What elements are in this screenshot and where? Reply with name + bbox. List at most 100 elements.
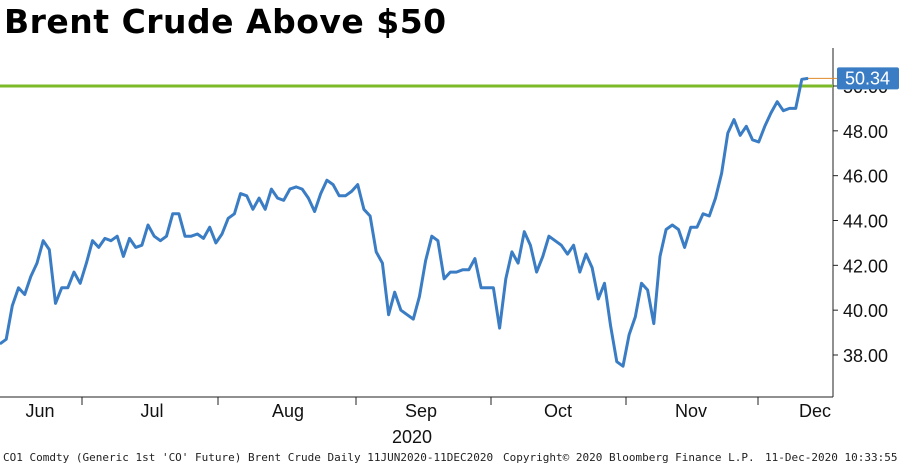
data-point bbox=[381, 262, 384, 264]
data-point bbox=[171, 213, 174, 215]
data-points bbox=[0, 77, 809, 368]
data-point bbox=[122, 255, 125, 258]
data-point bbox=[751, 139, 754, 141]
data-point bbox=[295, 186, 297, 188]
last-value-badge: 50.34 bbox=[837, 67, 899, 90]
data-point bbox=[745, 125, 748, 128]
data-point bbox=[443, 278, 445, 280]
footer: CO1 Comdty (Generic 1st 'CO' Future) Bre… bbox=[0, 449, 903, 466]
data-point bbox=[665, 228, 667, 231]
axes bbox=[0, 48, 834, 398]
data-point bbox=[702, 213, 704, 215]
data-point bbox=[449, 271, 452, 273]
data-point bbox=[585, 253, 587, 255]
data-point bbox=[634, 316, 637, 318]
last-value-badge-box bbox=[837, 67, 899, 90]
data-point bbox=[184, 235, 186, 237]
data-point bbox=[245, 195, 248, 197]
data-point bbox=[91, 239, 94, 242]
data-point bbox=[474, 257, 476, 260]
data-point bbox=[313, 210, 316, 213]
data-point bbox=[30, 275, 32, 278]
footer-source: CO1 Comdty (Generic 1st 'CO' Future) Bre… bbox=[3, 451, 494, 464]
data-point bbox=[523, 230, 526, 233]
data-point bbox=[196, 233, 199, 235]
data-point bbox=[116, 235, 118, 237]
x-tick-label: Dec bbox=[799, 401, 831, 421]
data-point bbox=[326, 179, 328, 181]
data-point bbox=[579, 271, 581, 273]
data-point bbox=[591, 266, 593, 269]
data-point bbox=[319, 192, 322, 195]
x-tick-label: Oct bbox=[544, 401, 572, 421]
data-point bbox=[60, 287, 63, 289]
data-point bbox=[165, 235, 168, 237]
data-point bbox=[178, 213, 180, 215]
x-tick-label: Sep bbox=[405, 401, 437, 421]
y-tick-label: 46.00 bbox=[843, 167, 888, 187]
data-point bbox=[282, 199, 285, 202]
data-point bbox=[653, 322, 655, 325]
data-point bbox=[48, 248, 51, 251]
data-point bbox=[437, 239, 439, 242]
data-point bbox=[622, 365, 624, 368]
data-point bbox=[646, 289, 649, 291]
data-point bbox=[258, 197, 260, 199]
data-point bbox=[659, 255, 661, 258]
y-tick-label: 40.00 bbox=[843, 301, 888, 321]
data-point bbox=[134, 246, 137, 249]
data-point bbox=[128, 237, 131, 240]
data-point bbox=[406, 313, 408, 316]
data-point bbox=[202, 237, 205, 240]
data-point bbox=[517, 262, 519, 264]
data-point bbox=[67, 287, 69, 289]
x-tick-label: Jun bbox=[25, 401, 54, 421]
data-point bbox=[733, 118, 735, 121]
data-point bbox=[739, 134, 741, 137]
data-point bbox=[498, 327, 501, 329]
data-point bbox=[424, 260, 427, 262]
data-point bbox=[782, 109, 785, 112]
data-point bbox=[714, 197, 717, 199]
data-point bbox=[141, 244, 143, 246]
data-point bbox=[560, 244, 563, 246]
data-point bbox=[616, 360, 618, 363]
footer-copyright: Copyright© 2020 Bloomberg Finance L.P. bbox=[503, 451, 755, 464]
data-point bbox=[190, 235, 192, 237]
data-point bbox=[418, 295, 421, 298]
data-point bbox=[5, 338, 7, 341]
data-point bbox=[801, 78, 803, 81]
data-point bbox=[757, 141, 760, 143]
data-point bbox=[233, 213, 236, 215]
data-point bbox=[720, 172, 723, 175]
data-point bbox=[566, 253, 569, 255]
x-tick-label: Aug bbox=[272, 401, 304, 421]
data-point bbox=[572, 244, 575, 246]
data-point bbox=[393, 291, 396, 294]
data-point bbox=[387, 313, 390, 316]
last-value-label: 50.34 bbox=[845, 68, 890, 88]
data-point bbox=[628, 334, 630, 336]
data-point bbox=[79, 282, 81, 285]
data-point bbox=[208, 226, 211, 228]
data-point bbox=[677, 228, 680, 231]
data-point bbox=[23, 293, 26, 296]
data-point bbox=[369, 215, 371, 217]
footer-timestamp: 11-Dec-2020 10:33:55 bbox=[765, 451, 898, 464]
data-point bbox=[36, 262, 38, 264]
data-point bbox=[221, 233, 223, 235]
chart-title: Brent Crude Above $50 bbox=[4, 2, 447, 41]
data-point bbox=[97, 246, 100, 249]
data-point bbox=[603, 282, 606, 285]
data-point bbox=[110, 239, 112, 242]
data-point bbox=[17, 287, 20, 289]
data-point bbox=[770, 112, 772, 114]
data-point bbox=[400, 309, 402, 312]
data-point bbox=[671, 224, 674, 226]
data-point bbox=[431, 235, 433, 237]
y-tick-label: 44.00 bbox=[843, 212, 888, 232]
data-point bbox=[535, 271, 538, 273]
data-point bbox=[505, 278, 507, 280]
